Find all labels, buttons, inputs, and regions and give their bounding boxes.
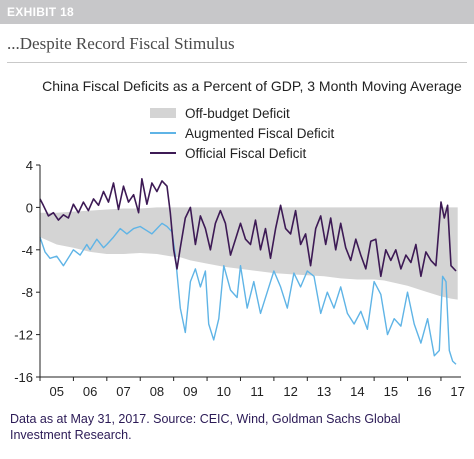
footnote-line-1: Data as at May 31, 2017. Source: CEIC, W…	[10, 412, 401, 426]
plot-area	[39, 178, 458, 365]
y-tick-label: -4	[21, 243, 33, 258]
chart-legend: Off-budget Deficit Augmented Fiscal Defi…	[150, 106, 335, 161]
exhibit-subtitle: ...Despite Record Fiscal Stimulus	[7, 34, 235, 53]
x-tick-label: 08	[150, 384, 164, 399]
x-tick-label: 17	[450, 384, 464, 399]
y-tick-label: -16	[14, 370, 33, 385]
x-tick-label: 15	[384, 384, 398, 399]
x-tick-label: 11	[250, 384, 264, 399]
x-tick-label: 12	[283, 384, 297, 399]
x-tick-label: 10	[217, 384, 231, 399]
x-tick-label: 05	[49, 384, 63, 399]
chart-title: China Fiscal Deficits as a Percent of GD…	[42, 78, 462, 94]
chart: China Fiscal Deficits as a Percent of GD…	[14, 78, 465, 399]
x-tick-label: 07	[116, 384, 130, 399]
header-divider	[7, 62, 467, 63]
chart-axes: 4 0 -4 -8 -12 -16 05 06 07 08 09 10 11 12 13 14 15 16 17	[14, 158, 465, 399]
exhibit-header-bar: EXHIBIT 18	[0, 0, 474, 24]
y-tick-label: -8	[21, 285, 33, 300]
y-tick-label: 4	[26, 158, 33, 173]
y-tick-label: 0	[26, 200, 33, 215]
x-tick-label: 14	[350, 384, 364, 399]
legend-label-off-budget: Off-budget Deficit	[185, 106, 290, 121]
series-area-off-budget-deficit	[40, 207, 458, 300]
x-tick-label: 09	[183, 384, 197, 399]
legend-label-augmented: Augmented Fiscal Deficit	[185, 126, 335, 141]
x-tick-label: 16	[417, 384, 431, 399]
legend-label-official: Official Fiscal Deficit	[185, 146, 307, 161]
y-tick-label: -12	[14, 328, 33, 343]
x-tick-label: 13	[317, 384, 331, 399]
legend-swatch-off-budget	[150, 108, 176, 118]
exhibit-label: EXHIBIT 18	[7, 5, 75, 19]
footnote-line-2: Investment Research.	[10, 428, 132, 442]
x-tick-label: 06	[83, 384, 97, 399]
series-line-augmented-fiscal-deficit	[39, 222, 457, 365]
source-footnote: Data as at May 31, 2017. Source: CEIC, W…	[10, 411, 450, 443]
series-line-official-fiscal-deficit	[39, 178, 457, 278]
